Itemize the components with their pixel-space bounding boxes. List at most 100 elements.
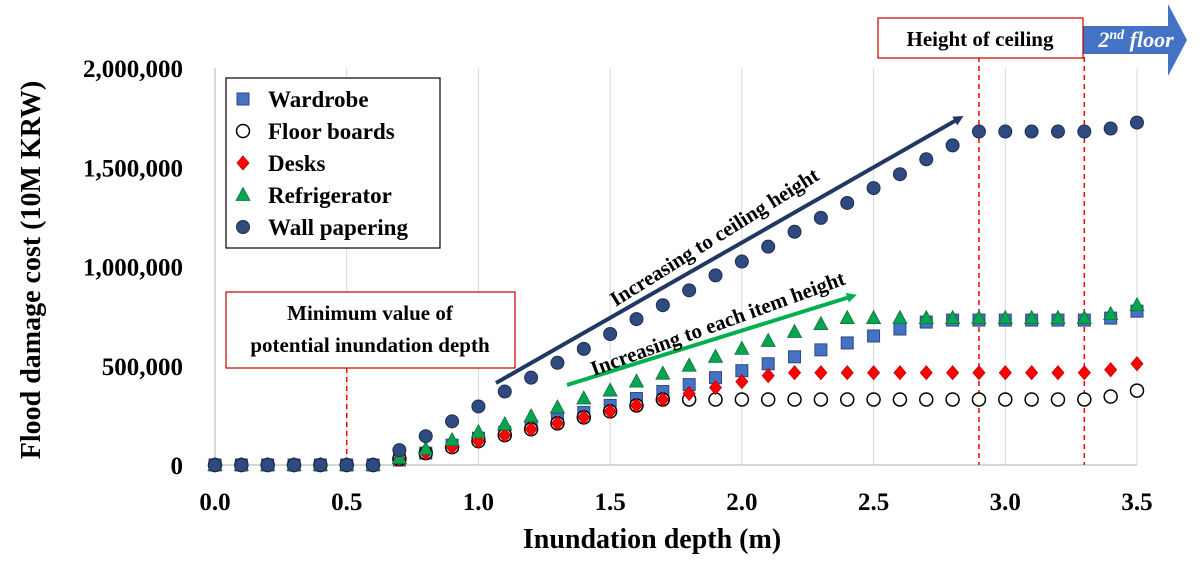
series-wall-papering [208,115,1144,472]
y-tick-label: 1,000,000 [83,255,183,282]
wall-papering-point [1103,121,1118,136]
x-tick-label: 2.0 [726,489,757,516]
floor-boards-point [760,392,776,407]
wall-papering-point [682,283,697,298]
min-depth-label-line: Minimum value of [287,301,454,325]
ceiling-trend-arrow [495,116,964,385]
legend-marker-floor-boards [235,123,251,139]
desks-point [893,365,907,381]
wall-papering-point [445,414,460,429]
legend-marker-wardrobe [236,92,250,106]
desks-point [1077,365,1091,381]
wall-papering-point [208,458,222,472]
desks-point [788,365,802,381]
series-desks [208,356,1144,473]
floor-boards-point [1050,392,1066,407]
refrigerator-point [892,309,908,325]
wall-papering-point [471,399,486,414]
second-floor-label: 2nd floor [1097,27,1174,52]
x-tick-label: 1.0 [463,489,494,516]
wall-papering-point [655,298,670,313]
wall-papering-point [287,458,302,472]
wall-papering-point [840,195,855,210]
desks-point [972,365,986,381]
y-tick-label: 0 [171,453,184,480]
desks-point [1051,365,1065,381]
desks-point [1025,365,1039,381]
wall-papering-point [734,254,749,269]
floor-boards-point [971,392,987,407]
x-tick-label: 2.5 [858,489,889,516]
refrigerator-point [497,415,513,431]
wall-papering-point [418,429,433,444]
refrigerator-point [707,348,724,363]
min-depth-label-line: potential inundation depth [250,333,490,357]
refrigerator-point [1076,309,1092,325]
x-tick-label: 1.5 [595,489,626,516]
legend-label-wall-papering: Wall papering [268,215,408,240]
desks-point [735,374,749,390]
wall-papering-point [813,210,828,225]
wall-papering-point [866,181,881,196]
wall-papering-point [366,458,381,472]
legend-marker-desks [236,155,250,171]
wall-papering-point [998,124,1013,139]
desks-point [524,421,538,437]
second-floor-arrow [1083,4,1187,76]
refrigerator-point [655,365,671,380]
wall-papering-point [603,326,618,341]
refrigerator-point [971,309,987,325]
refrigerator-point [786,323,803,338]
floor-boards-point [1129,383,1145,398]
legend-label-refrigerator: Refrigerator [268,183,392,208]
wall-papering-point [260,458,275,472]
x-tick-label: 0.0 [199,489,230,516]
wall-papering-point [945,138,960,153]
wardrobe-point [788,350,802,364]
refrigerator-point [1129,296,1145,312]
wall-papering-point [234,458,249,472]
floor-boards-point [734,392,750,407]
desks-point [708,379,723,396]
legend: Wardrobe Floor boards Desks Refrigerator Wal… [225,77,441,249]
refrigerator-point [918,309,934,325]
wall-papering-point [629,312,644,327]
floor-boards-point [839,392,855,407]
desks-point [682,385,696,402]
legend-label-wardrobe: Wardrobe [268,87,369,112]
y-tick-label: 1,500,000 [83,155,183,182]
refrigerator-point [1102,305,1119,321]
data-marks [207,115,1145,473]
wall-papering-point [392,443,407,458]
refrigerator-point [418,440,434,456]
refrigerator-point [734,340,750,355]
wall-papering-point [339,458,354,472]
refrigerator-point [760,332,776,347]
wardrobe-point [867,329,881,343]
floor-boards-point [1077,392,1092,407]
floor-boards-point [945,392,960,407]
wall-papering-point [892,167,907,182]
wardrobe-point [840,336,854,350]
legend-box [225,77,441,249]
desks-point [656,391,670,408]
floor-boards-point [1103,389,1118,404]
legend-marker-refrigerator [235,186,251,201]
wall-papering-point [971,124,986,139]
refrigerator-point [944,309,961,325]
wardrobe-point [761,357,775,371]
x-tick-label: 3.5 [1121,489,1152,516]
floor-boards-point [919,392,934,407]
desks-point [1104,362,1118,378]
floor-boards-point [813,392,829,407]
refrigerator-point [1050,309,1066,325]
wall-papering-point [1024,124,1039,139]
desks-point [629,397,644,414]
wall-papering-point [550,355,565,370]
wall-papering-point [919,152,934,167]
desks-point [840,365,854,381]
refrigerator-point [523,408,539,423]
legend-label-floor-boards: Floor boards [268,119,395,144]
desks-point [577,409,591,425]
